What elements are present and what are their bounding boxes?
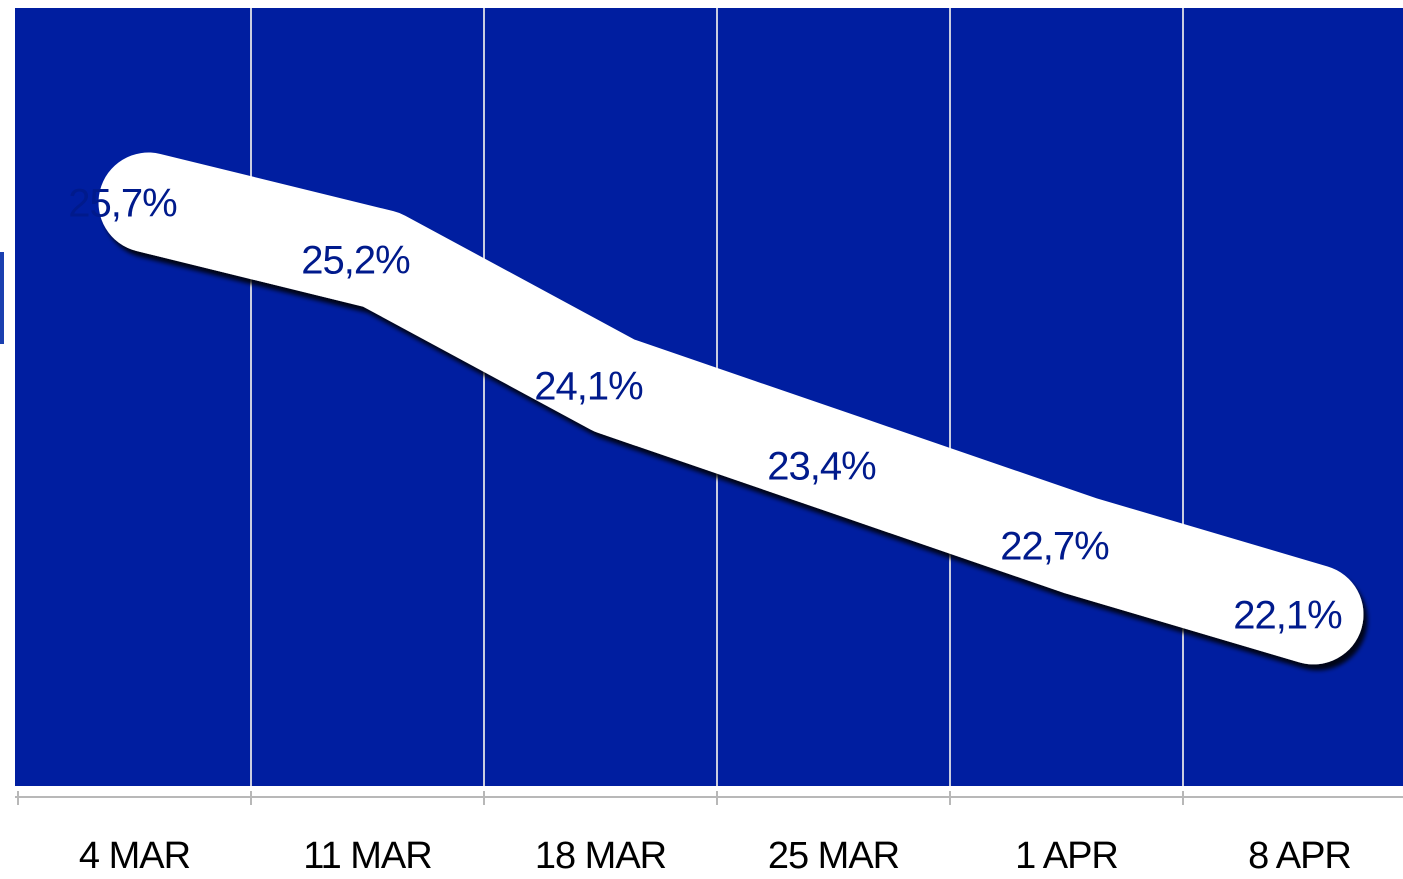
data-label: 25,2%: [301, 239, 410, 283]
data-label: 25,7%: [68, 182, 177, 226]
x-tick-label: 8 APR: [1248, 835, 1351, 874]
x-tick-label: 4 MAR: [79, 835, 190, 874]
x-tick-label: 18 MAR: [535, 835, 666, 874]
series-line: [98, 152, 1364, 665]
x-tick-label: 1 APR: [1015, 835, 1118, 874]
left-edge-marker: [0, 252, 4, 344]
x-axis-tick-labels: 4 MAR 11 MAR 18 MAR 25 MAR 1 APR 8 APR: [79, 835, 1352, 877]
data-labels: 25,7% 25,2% 24,1% 23,4% 22,7% 22,1%: [68, 182, 1343, 638]
data-label: 22,7%: [1000, 525, 1109, 569]
data-label: 23,4%: [767, 445, 876, 489]
data-label: 24,1%: [534, 365, 643, 409]
x-axis-ticks: [17, 791, 1184, 805]
x-tick-label: 11 MAR: [303, 835, 431, 874]
x-tick-label: 25 MAR: [768, 835, 899, 874]
series-band: [98, 152, 1364, 665]
data-label: 22,1%: [1233, 593, 1342, 637]
